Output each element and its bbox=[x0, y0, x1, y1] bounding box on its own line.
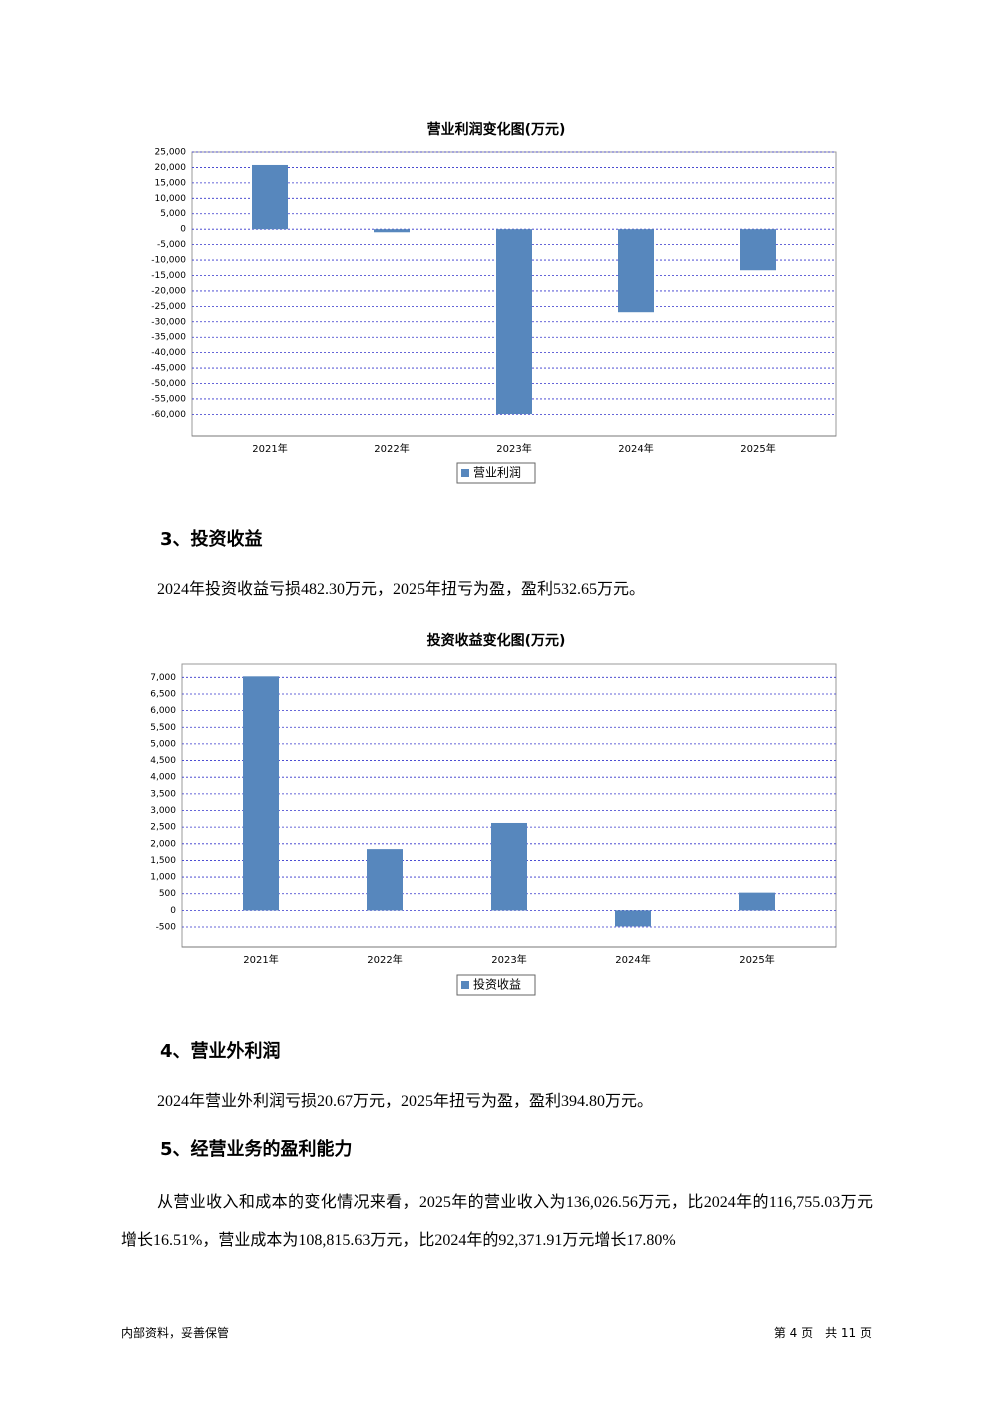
y-tick-label: -20,000 bbox=[151, 286, 186, 296]
y-tick-label: 6,000 bbox=[150, 706, 176, 716]
y-tick-label: -15,000 bbox=[151, 271, 186, 281]
x-tick-label: 2024年 bbox=[615, 953, 650, 966]
bar bbox=[615, 910, 651, 927]
y-tick-label: 5,000 bbox=[160, 209, 186, 219]
section-heading: 5、经营业务的盈利能力 bbox=[160, 1139, 353, 1160]
y-tick-label: 0 bbox=[180, 225, 186, 235]
footer-right: 第 4 页 共 11 页 bbox=[773, 1326, 872, 1340]
x-tick-label: 2025年 bbox=[740, 442, 775, 455]
legend-box bbox=[456, 462, 536, 484]
y-tick-label: 10,000 bbox=[155, 194, 187, 204]
chart-title: 投资收益变化图(万元) bbox=[427, 632, 566, 649]
footer-left: 内部资料，妥善保管 bbox=[121, 1326, 230, 1340]
y-tick-label: -10,000 bbox=[151, 256, 186, 266]
y-tick-label: -40,000 bbox=[151, 348, 186, 358]
charts: 营业利润变化图(万元) 25,000 20,000 15,000 10,000 5,000… bbox=[150, 121, 837, 996]
y-tick-label: 15,000 bbox=[155, 178, 187, 188]
legend-label: 投资收益 bbox=[473, 977, 521, 992]
bar bbox=[739, 892, 775, 911]
y-tick-label: -45,000 bbox=[151, 364, 186, 374]
y-tick-label: 1,500 bbox=[150, 856, 176, 866]
x-tick-label: 2022年 bbox=[374, 442, 409, 455]
legend-box bbox=[456, 974, 536, 996]
y-tick-label: 25,000 bbox=[155, 148, 187, 158]
y-tick-label: 4,500 bbox=[150, 756, 176, 766]
y-tick-label: 1,000 bbox=[150, 873, 176, 883]
y-tick-label: 6,500 bbox=[150, 689, 176, 699]
x-tick-label: 2021年 bbox=[252, 442, 287, 455]
legend-swatch bbox=[461, 981, 469, 989]
y-tick-label: -30,000 bbox=[151, 317, 186, 327]
x-tick-label: 2025年 bbox=[739, 953, 774, 966]
x-tick-label: 2024年 bbox=[618, 442, 653, 455]
bar bbox=[252, 164, 288, 230]
legend-swatch bbox=[461, 469, 469, 477]
y-tick-label: 4,000 bbox=[150, 773, 176, 783]
bar bbox=[618, 229, 654, 313]
paragraph: 从营业收入和成本的变化情况来看，2025年的营业收入为136,026.56万元，… bbox=[121, 1194, 873, 1249]
bar bbox=[496, 229, 532, 415]
section-heading: 3、投资收益 bbox=[160, 529, 263, 550]
paragraph: 2024年投资收益亏损482.30万元，2025年扭亏为盈，盈利532.65万元… bbox=[157, 581, 646, 598]
y-tick-label: 5,000 bbox=[150, 739, 176, 749]
y-tick-label: -55,000 bbox=[151, 394, 186, 404]
y-tick-label: 2,000 bbox=[150, 839, 176, 849]
x-tick-label: 2021年 bbox=[243, 953, 278, 966]
y-tick-label: -60,000 bbox=[151, 410, 186, 420]
y-tick-label: 5,500 bbox=[150, 723, 176, 733]
x-tick-label: 2023年 bbox=[491, 953, 526, 966]
x-tick-label: 2023年 bbox=[496, 442, 531, 455]
paragraph: 2024年营业外利润亏损20.67万元，2025年扭亏为盈，盈利394.80万元… bbox=[157, 1093, 654, 1110]
y-tick-label: -500 bbox=[156, 923, 177, 933]
bar bbox=[367, 849, 403, 911]
y-tick-label: 20,000 bbox=[155, 163, 187, 173]
bar bbox=[491, 822, 527, 911]
y-tick-label: -25,000 bbox=[151, 302, 186, 312]
y-tick-label: 3,500 bbox=[150, 789, 176, 799]
y-tick-label: 0 bbox=[170, 906, 176, 916]
bar bbox=[740, 229, 776, 271]
chart-title: 营业利润变化图(万元) bbox=[427, 121, 566, 138]
y-tick-label: 500 bbox=[159, 889, 176, 899]
y-tick-label: -35,000 bbox=[151, 333, 186, 343]
x-tick-label: 2022年 bbox=[367, 953, 402, 966]
y-tick-label: -5,000 bbox=[157, 240, 186, 250]
y-tick-label: -50,000 bbox=[151, 379, 186, 389]
y-tick-label: 2,500 bbox=[150, 823, 176, 833]
bar bbox=[374, 229, 410, 233]
legend-label: 营业利润 bbox=[473, 466, 521, 480]
bar bbox=[243, 676, 279, 911]
y-tick-label: 3,000 bbox=[150, 806, 176, 816]
section-heading: 4、营业外利润 bbox=[160, 1041, 281, 1062]
y-tick-label: 7,000 bbox=[150, 673, 176, 683]
